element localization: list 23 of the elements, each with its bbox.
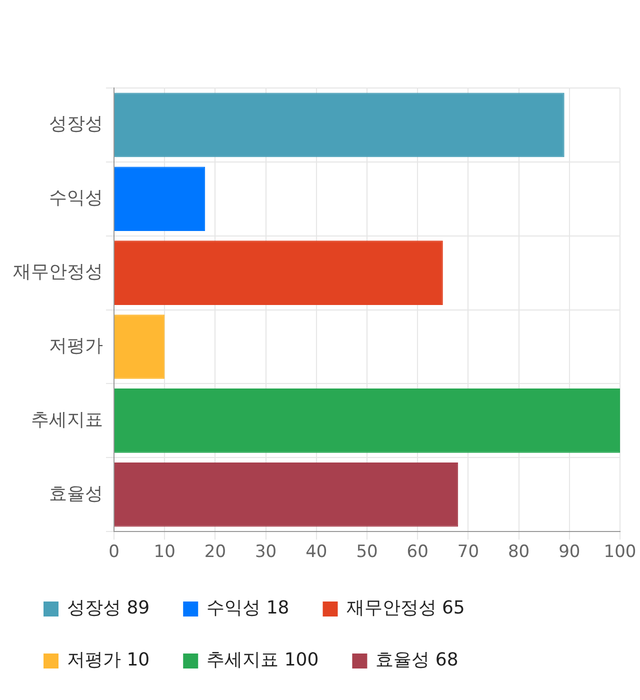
y-tick-label: 성장성 (49, 114, 103, 135)
x-tick-label: 10 (154, 542, 176, 562)
legend-label: 수익성 18 (206, 598, 290, 619)
x-tick-label: 70 (457, 542, 480, 562)
legend-label: 추세지표 100 (206, 650, 319, 671)
x-tick-label: 30 (254, 542, 277, 562)
x-tick-label: 20 (204, 542, 226, 562)
legend-label: 저평가 10 (67, 650, 150, 671)
legend-label: 효율성 68 (376, 650, 458, 671)
x-tick-label: 90 (558, 542, 580, 562)
x-tick-label: 80 (508, 542, 530, 562)
legend-label: 성장성 89 (67, 598, 150, 619)
y-tick-label: 저평가 (49, 335, 103, 356)
x-tick-label: 60 (406, 542, 428, 562)
y-tick-label: 수익성 (49, 188, 103, 209)
legend-label: 재무안정성 65 (346, 598, 465, 619)
y-tick-label: 재무안정성 (13, 262, 103, 283)
x-tick-label: 100 (604, 542, 636, 562)
y-tick-label: 효율성 (49, 483, 103, 504)
x-tick-label: 50 (356, 542, 378, 562)
x-tick-label: 0 (108, 542, 120, 562)
y-tick-label: 추세지표 (31, 409, 103, 430)
x-tick-label: 40 (306, 542, 328, 562)
